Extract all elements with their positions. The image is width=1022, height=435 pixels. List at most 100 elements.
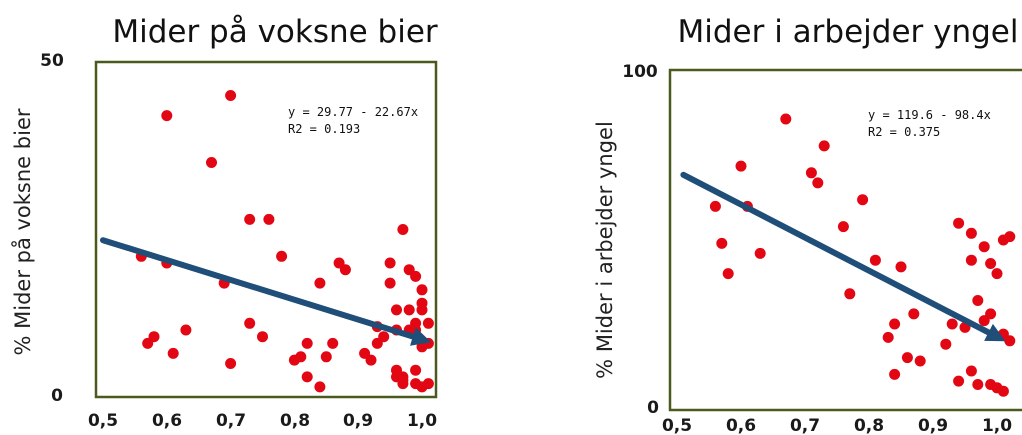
data-point (301, 337, 313, 349)
x-tick-label: 0,8 (280, 411, 310, 431)
data-point (225, 90, 237, 101)
data-point (167, 347, 179, 359)
data-point (889, 368, 901, 380)
data-point (869, 254, 881, 266)
data-point (812, 177, 824, 189)
data-point (180, 324, 192, 336)
data-point (972, 295, 984, 306)
trend-arrow (680, 171, 1006, 342)
data-point (314, 381, 326, 393)
data-point (410, 364, 422, 376)
data-point (940, 338, 952, 350)
data-point (301, 371, 313, 383)
data-point (716, 237, 728, 249)
y-axis-label: % Mider i arbejder yngel (593, 121, 617, 379)
data-point (378, 331, 390, 343)
data-point (844, 288, 856, 300)
r-squared: R2 = 0.375 (868, 125, 940, 139)
chart-mites-adult-bees: Mider på voksne bier % Mider på voksne b… (10, 14, 438, 431)
y-tick-label: 0 (647, 398, 659, 418)
data-point (365, 354, 377, 366)
x-tick-label: 1,0 (407, 411, 437, 431)
data-point (965, 227, 977, 239)
data-point (148, 331, 160, 343)
data-point (991, 268, 1003, 280)
x-tick-label: 0,6 (726, 416, 756, 435)
y-tick-label: 50 (40, 51, 64, 71)
data-point (1004, 335, 1016, 347)
x-tick-label: 0,7 (790, 416, 820, 435)
x-tick-label: 0,7 (216, 411, 246, 431)
data-point (244, 317, 256, 329)
data-point (410, 317, 422, 329)
data-point (257, 331, 268, 343)
data-point (410, 270, 422, 282)
data-point (997, 385, 1009, 397)
data-point (397, 224, 409, 235)
data-point (416, 284, 428, 296)
data-points (709, 113, 1016, 397)
regression-equation: y = 29.77 - 22.67x (288, 105, 418, 119)
data-point (403, 304, 415, 316)
data-point (972, 379, 984, 390)
data-point (384, 257, 396, 269)
x-tick-label: 0,9 (343, 411, 373, 431)
data-point (953, 217, 965, 229)
data-point (735, 160, 747, 172)
data-point (780, 113, 792, 125)
y-tick-label: 100 (622, 62, 658, 82)
data-point (965, 254, 977, 266)
data-point (978, 241, 990, 253)
data-point (391, 304, 402, 316)
data-point (818, 140, 830, 152)
data-point (314, 277, 326, 289)
y-tick-label: 0 (51, 386, 63, 406)
data-point (422, 378, 434, 390)
data-point (882, 331, 894, 343)
data-point (946, 318, 958, 330)
data-point (895, 261, 907, 273)
data-point (837, 221, 849, 233)
x-tick-label: 0,5 (88, 411, 118, 431)
x-tick-label: 0,6 (152, 411, 182, 431)
data-point (914, 355, 926, 367)
data-point (276, 250, 288, 262)
data-point (709, 200, 721, 212)
chart-title: Mider på voksne bier (112, 14, 438, 50)
data-point (908, 308, 920, 320)
data-point (295, 351, 307, 363)
trend-arrow (100, 237, 432, 346)
data-point (985, 258, 997, 269)
chart-mites-worker-brood: Mider i arbejder yngel % Mider i arbejde… (593, 14, 1022, 435)
data-point (953, 375, 965, 387)
regression-equation: y = 119.6 - 98.4x (868, 108, 991, 122)
x-tick-label: 0,8 (854, 416, 884, 435)
y-axis-label: % Mider på voksne bier (10, 108, 35, 355)
x-tick-label: 1,0 (982, 416, 1012, 435)
data-point (722, 268, 734, 280)
data-point (225, 358, 237, 369)
data-point (857, 194, 869, 206)
data-point (965, 365, 977, 377)
plot-frame (668, 68, 1022, 412)
data-point (754, 247, 766, 259)
data-point (1004, 231, 1016, 243)
r-squared: R2 = 0.193 (288, 122, 360, 136)
data-point (901, 352, 913, 364)
chart-title: Mider i arbejder yngel (678, 14, 1019, 50)
data-point (805, 167, 817, 179)
data-point (416, 297, 428, 309)
data-point (422, 317, 434, 329)
data-point (327, 337, 339, 349)
data-point (263, 213, 275, 225)
data-point (161, 110, 173, 122)
data-point (244, 213, 256, 225)
data-point (339, 264, 351, 276)
data-point (320, 351, 332, 363)
data-point (397, 374, 409, 386)
data-point (889, 318, 901, 330)
data-point (384, 277, 396, 289)
x-tick-label: 0,5 (662, 416, 692, 435)
data-point (985, 308, 997, 320)
